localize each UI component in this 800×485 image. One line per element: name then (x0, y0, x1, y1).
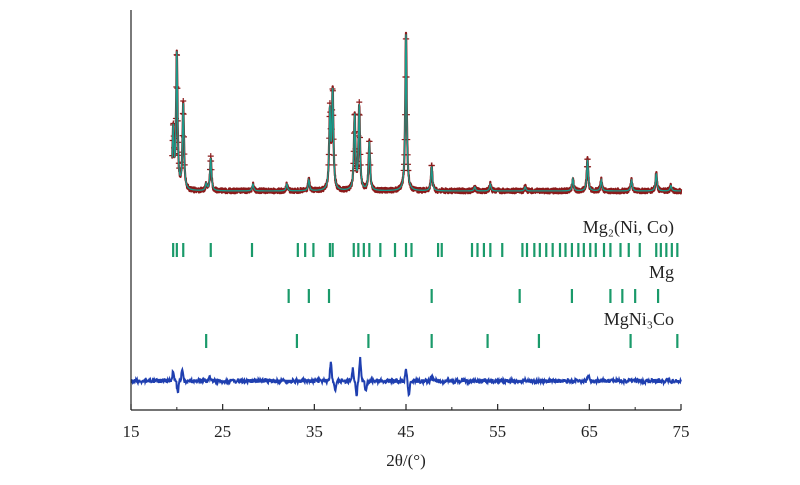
phase-label: MgNi₃Co (604, 309, 674, 329)
observed-trace (171, 31, 683, 195)
x-tick-label: 45 (398, 422, 415, 441)
x-tick-label: 35 (306, 422, 323, 441)
calculated-pattern (171, 34, 681, 192)
x-tick-label: 55 (489, 422, 506, 441)
x-tick-label: 25 (214, 422, 231, 441)
phase-label: Mg₂(Ni, Co) (583, 217, 674, 238)
x-tick-label: 75 (673, 422, 690, 441)
observed-pattern (169, 31, 683, 195)
x-tick-label: 15 (123, 422, 140, 441)
x-tick-label: 65 (581, 422, 598, 441)
axes: 15 25 35 45 55 65 75 (123, 10, 690, 441)
calculated-line (171, 34, 681, 192)
difference-trace (130, 356, 682, 398)
difference-curve (130, 356, 682, 398)
phase-label: Mg (649, 262, 674, 282)
phase-reflections: Mg₂(Ni, Co) Mg MgNi₃Co (172, 217, 679, 348)
x-axis-label: 2θ/(°) (386, 451, 426, 470)
